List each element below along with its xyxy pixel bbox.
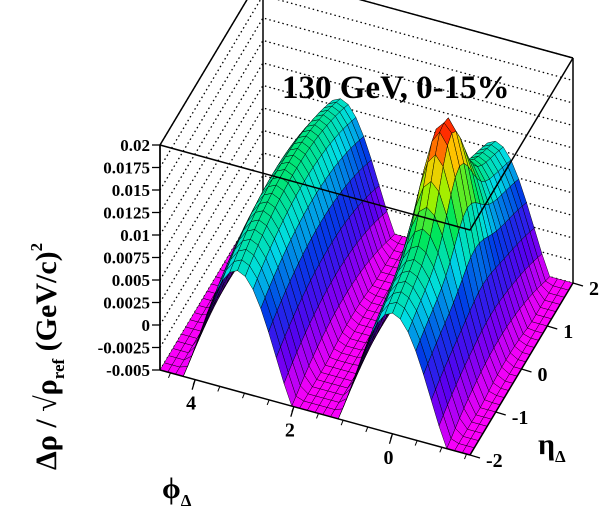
eta-tick-label: 1 xyxy=(563,321,573,343)
phi-minor-tick xyxy=(439,447,443,453)
phi-tick-label: 2 xyxy=(285,420,295,442)
phi-minor-tick xyxy=(168,372,171,379)
phi-minor-tick xyxy=(217,386,221,392)
top-back-edge xyxy=(159,0,574,146)
eta-tick-mark xyxy=(495,411,506,416)
phi-minor-tick xyxy=(291,406,295,412)
eta-tick-mark xyxy=(521,368,532,373)
z-tick-label: 0.015 xyxy=(112,181,150,200)
back-grid-line xyxy=(159,0,574,168)
phi-minor-tick xyxy=(266,399,270,406)
svg-text:ϕΔ: ϕΔ xyxy=(162,472,192,510)
back-grid-line xyxy=(159,17,574,191)
z-tick-label: -0.005 xyxy=(106,361,150,380)
phi-tick-label: 0 xyxy=(384,447,394,469)
phi-minor-tick xyxy=(192,379,196,385)
chart-title: 130 GeV, 0-15% xyxy=(282,70,510,106)
phi-minor-tick xyxy=(340,420,344,426)
phi-minor-tick xyxy=(242,392,245,399)
z-tick-label: 0.0125 xyxy=(103,204,150,223)
axis-ticks: -0.005 -0.0025 0 0.0025 0.005 0.0075 0.01 0.012… xyxy=(98,136,599,472)
phi-tick-label: 4 xyxy=(186,393,196,415)
back-grid-line xyxy=(159,84,574,258)
eta-tick-mark xyxy=(547,325,558,330)
back-grid-line xyxy=(159,62,574,236)
svg-text:ηΔ: ηΔ xyxy=(538,428,566,466)
eta-tick-mark xyxy=(469,454,481,459)
svg-text:Δρ / √ρref (GeV/c)2: Δρ / √ρref (GeV/c)2 xyxy=(27,243,68,470)
eta-tick-mark xyxy=(572,282,584,287)
eta-tick-label: 2 xyxy=(589,278,599,300)
surface-mesh xyxy=(159,98,574,456)
eta-tick-label: -1 xyxy=(512,407,529,429)
phi-minor-tick xyxy=(316,413,319,419)
z-tick-label: 0.0175 xyxy=(103,159,150,178)
back-grid-line xyxy=(159,39,574,213)
eta-tick-label: 0 xyxy=(538,364,548,386)
z-tick-label: 0 xyxy=(142,316,151,335)
phi-minor-tick xyxy=(365,426,369,433)
eta-tick-label: -2 xyxy=(486,450,503,472)
z-tick-label: 0.0025 xyxy=(103,294,150,313)
y-axis-label: ηΔ xyxy=(538,428,566,466)
z-tick-label: -0.0025 xyxy=(98,339,150,358)
phi-minor-tick xyxy=(390,433,393,439)
x-axis-label: ϕΔ xyxy=(162,472,192,510)
z-axis-label: Δρ / √ρref (GeV/c)2 xyxy=(27,243,68,470)
z-tick-label: 0.02 xyxy=(120,136,150,155)
z-tick-label: 0.01 xyxy=(120,226,150,245)
phi-minor-tick xyxy=(414,440,418,446)
z-tick-label: 0.005 xyxy=(112,271,150,290)
z-tick-label: 0.0075 xyxy=(103,249,150,268)
top-front-edge xyxy=(159,57,574,231)
base-edge-phi xyxy=(159,369,471,456)
phi-minor-tick xyxy=(464,453,467,460)
